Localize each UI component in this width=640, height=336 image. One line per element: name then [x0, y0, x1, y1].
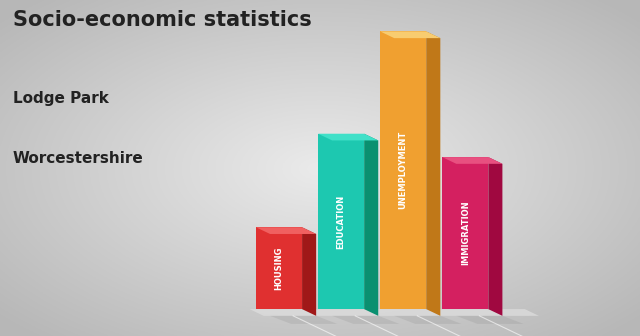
Polygon shape	[302, 227, 316, 316]
Polygon shape	[318, 134, 378, 140]
Polygon shape	[250, 309, 539, 316]
Polygon shape	[256, 227, 302, 309]
Polygon shape	[426, 32, 440, 316]
Text: IMMIGRATION: IMMIGRATION	[461, 201, 470, 265]
Polygon shape	[364, 134, 378, 316]
Polygon shape	[318, 134, 364, 309]
Polygon shape	[256, 227, 316, 234]
Text: Socio-economic statistics: Socio-economic statistics	[13, 10, 312, 30]
Polygon shape	[270, 316, 337, 324]
Text: HOUSING: HOUSING	[275, 246, 284, 290]
Polygon shape	[394, 316, 461, 324]
Polygon shape	[488, 157, 502, 316]
Polygon shape	[442, 157, 502, 164]
Text: Lodge Park: Lodge Park	[13, 91, 109, 106]
Text: UNEMPLOYMENT: UNEMPLOYMENT	[399, 131, 408, 209]
Polygon shape	[380, 32, 426, 309]
Polygon shape	[332, 316, 399, 324]
Polygon shape	[456, 316, 524, 324]
Polygon shape	[442, 157, 488, 309]
Text: EDUCATION: EDUCATION	[337, 194, 346, 249]
Text: Worcestershire: Worcestershire	[13, 151, 143, 166]
Polygon shape	[380, 32, 440, 38]
